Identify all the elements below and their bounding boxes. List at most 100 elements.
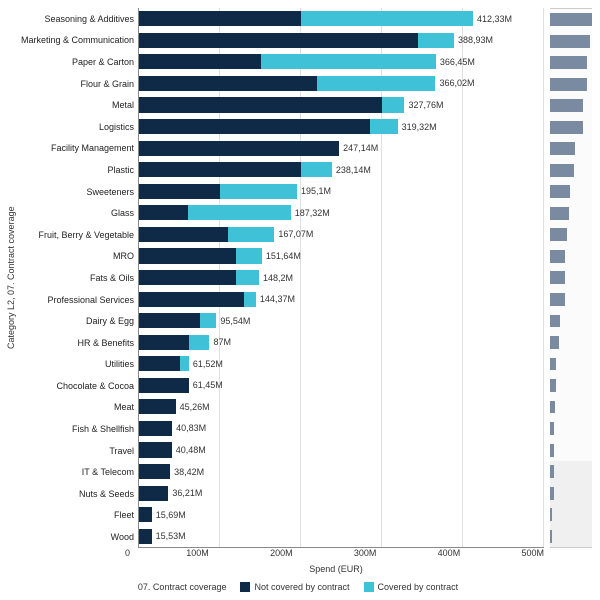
bar-not-covered[interactable] xyxy=(139,97,382,112)
sparkline-bar[interactable] xyxy=(550,250,565,263)
bar-not-covered[interactable] xyxy=(139,442,172,457)
category-label: Seasoning & Additives xyxy=(18,8,138,30)
sparkline-bar[interactable] xyxy=(550,401,555,414)
x-axis: 0100M200M300M400M500M Spend (EUR) xyxy=(128,548,544,574)
bar-covered[interactable] xyxy=(301,162,332,177)
bar-not-covered[interactable] xyxy=(139,507,152,522)
bar-covered[interactable] xyxy=(200,313,217,328)
bar-not-covered[interactable] xyxy=(139,76,317,91)
bar-not-covered[interactable] xyxy=(139,162,301,177)
bar-not-covered[interactable] xyxy=(139,33,418,48)
sparkline-bar[interactable] xyxy=(550,422,554,435)
bar-not-covered[interactable] xyxy=(139,356,180,371)
bar-not-covered[interactable] xyxy=(139,119,370,134)
bar-row: 366,02M xyxy=(139,73,544,95)
bar-covered[interactable] xyxy=(382,97,404,112)
category-label: Dairy & Egg xyxy=(18,310,138,332)
sparkline-bars xyxy=(550,9,592,547)
bar-not-covered[interactable] xyxy=(139,335,189,350)
chart-container: Category L2, 07. Contract coverage Seaso… xyxy=(4,8,592,592)
bar-covered[interactable] xyxy=(189,335,209,350)
legend-swatch-covered xyxy=(364,582,374,592)
sparkline-bar[interactable] xyxy=(550,271,565,284)
bar-covered[interactable] xyxy=(370,119,398,134)
bar-not-covered[interactable] xyxy=(139,227,228,242)
bar-not-covered[interactable] xyxy=(139,54,261,69)
sparkline-bar[interactable] xyxy=(550,185,570,198)
category-label: Flour & Grain xyxy=(18,73,138,95)
legend-item-not-covered: Not covered by contract xyxy=(240,582,349,592)
bar-not-covered[interactable] xyxy=(139,313,200,328)
bar-covered[interactable] xyxy=(317,76,435,91)
bar-not-covered[interactable] xyxy=(139,270,236,285)
category-label: Professional Services xyxy=(18,289,138,311)
bar-covered[interactable] xyxy=(220,184,297,199)
category-label: Wood xyxy=(18,526,138,548)
bar-row: 87M xyxy=(139,331,544,353)
bar-row: 388,93M xyxy=(139,30,544,52)
sparkline-bar[interactable] xyxy=(550,444,554,457)
bar-covered[interactable] xyxy=(418,33,454,48)
sparkline-bar[interactable] xyxy=(550,207,569,220)
bar-covered[interactable] xyxy=(228,227,274,242)
sparkline-bar[interactable] xyxy=(550,164,574,177)
legend-title: 07. Contract coverage xyxy=(138,582,227,592)
sparkline-bar[interactable] xyxy=(550,99,583,112)
bar-row: 412,33M xyxy=(139,8,544,30)
value-label: 327,76M xyxy=(408,100,443,110)
bar-covered[interactable] xyxy=(301,11,473,26)
bar-covered[interactable] xyxy=(261,54,436,69)
bar-covered[interactable] xyxy=(244,292,256,307)
sparkline-bar[interactable] xyxy=(550,379,556,392)
value-label: 366,45M xyxy=(440,57,475,67)
bar-not-covered[interactable] xyxy=(139,248,236,263)
category-label: Meat xyxy=(18,397,138,419)
sparkline-bar[interactable] xyxy=(550,336,559,349)
category-label: Fleet xyxy=(18,505,138,527)
bar-covered[interactable] xyxy=(180,356,189,371)
sparkline-bar[interactable] xyxy=(550,358,556,371)
bar-not-covered[interactable] xyxy=(139,205,188,220)
value-label: 247,14M xyxy=(343,143,378,153)
category-label: MRO xyxy=(18,246,138,268)
sparkline-bar[interactable] xyxy=(550,293,565,306)
sparkline-bar[interactable] xyxy=(550,228,567,241)
value-label: 151,64M xyxy=(266,251,301,261)
category-label: Chocolate & Cocoa xyxy=(18,375,138,397)
bar-not-covered[interactable] xyxy=(139,421,172,436)
sparkline-bar[interactable] xyxy=(550,56,587,69)
bar-row: 61,52M xyxy=(139,353,544,375)
bar-not-covered[interactable] xyxy=(139,184,220,199)
bar-row: 187,32M xyxy=(139,202,544,224)
bar-row: 38,42M xyxy=(139,461,544,483)
bar-covered[interactable] xyxy=(236,270,259,285)
bar-covered[interactable] xyxy=(188,205,291,220)
bar-not-covered[interactable] xyxy=(139,141,339,156)
bar-row: 95,54M xyxy=(139,310,544,332)
bar-not-covered[interactable] xyxy=(139,464,170,479)
bar-not-covered[interactable] xyxy=(139,292,244,307)
sparkline-bar[interactable] xyxy=(550,13,592,26)
sparkline-bar[interactable] xyxy=(550,465,554,478)
value-label: 15,53M xyxy=(156,531,186,541)
sparkline-bar[interactable] xyxy=(550,142,575,155)
bar-not-covered[interactable] xyxy=(139,529,152,544)
sparkline-bar[interactable] xyxy=(550,508,552,521)
bar-not-covered[interactable] xyxy=(139,11,301,26)
x-tick-label: 100M xyxy=(125,548,209,558)
value-label: 61,52M xyxy=(193,359,223,369)
sparkline-bar[interactable] xyxy=(550,487,554,500)
bar-not-covered[interactable] xyxy=(139,486,168,501)
legend-label: Covered by contract xyxy=(378,582,459,592)
sparkline-bar[interactable] xyxy=(550,35,590,48)
bar-not-covered[interactable] xyxy=(139,378,189,393)
bar-row: 144,37M xyxy=(139,288,544,310)
bar-not-covered[interactable] xyxy=(139,399,176,414)
sparkline-bar[interactable] xyxy=(550,78,587,91)
sparkline-bar[interactable] xyxy=(550,315,560,328)
category-label: Fats & Oils xyxy=(18,267,138,289)
bar-covered[interactable] xyxy=(236,248,262,263)
sparkline-bar[interactable] xyxy=(550,530,552,543)
category-label: Fish & Shellfish xyxy=(18,418,138,440)
sparkline-bar[interactable] xyxy=(550,121,583,134)
